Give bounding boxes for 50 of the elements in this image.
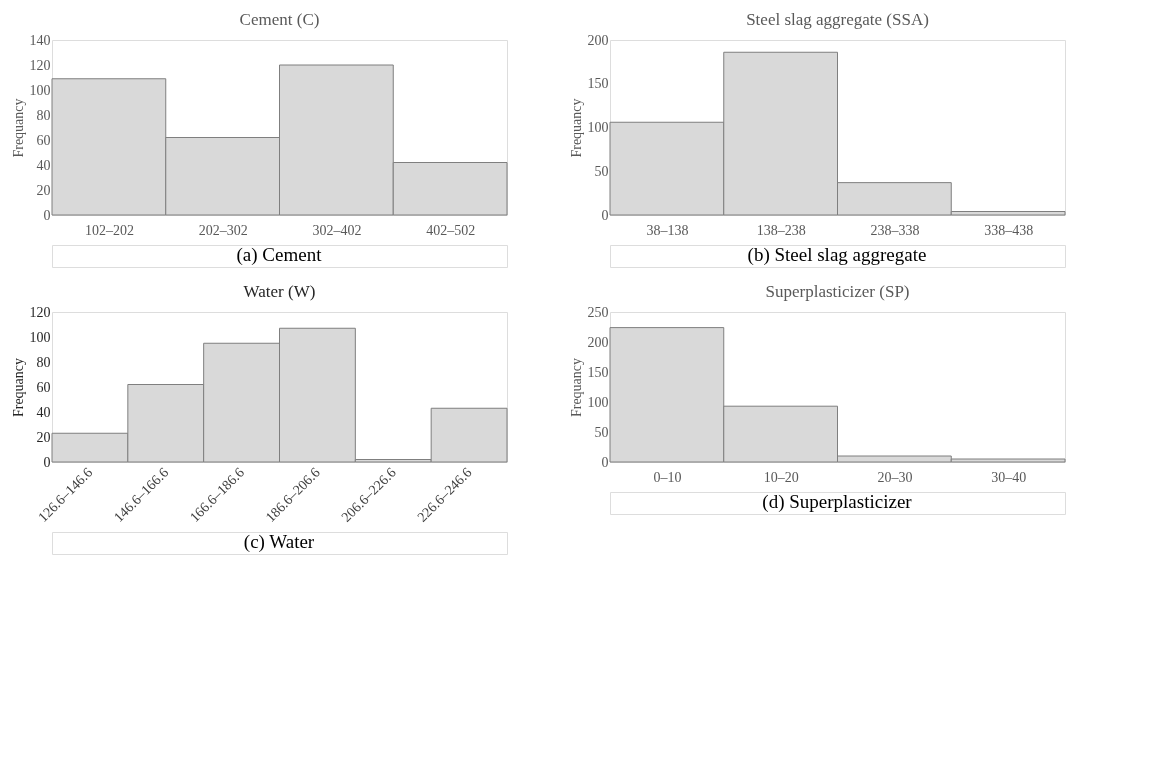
y-tick-label: 40 [36,157,51,173]
y-tick-label: 20 [36,429,51,445]
y-tick-label: 250 [587,304,609,320]
y-tick-label: 60 [36,132,51,148]
x-tick-label: 38–138 [646,222,689,238]
y-tick-label: 80 [36,107,51,123]
text: (a) Cement [236,244,323,266]
y-tick-label: 40 [36,404,51,420]
x-tick-label: 238–338 [870,222,920,238]
y-tick-label: 0 [601,207,609,223]
y-axis-title: Frequancy [10,98,26,158]
x-tick-label: 102–202 [84,222,134,238]
y-tick-label: 60 [36,379,51,395]
y-tick-label: 150 [587,76,609,92]
chart-title: Steel slag aggregate (SSA) [746,10,929,29]
x-tick-label: 402–502 [426,222,476,238]
y-tick-label: 0 [43,207,51,223]
y-axis-title: Frequancy [568,357,584,418]
y-tick-label: 50 [594,424,609,440]
x-tick-label: 10–20 [763,469,799,485]
text: (b) Steel slag aggregate [747,244,927,266]
x-tick-label: 202–302 [198,222,248,238]
y-tick-label: 120 [29,304,51,320]
x-tick-label: 0–10 [653,469,682,485]
x-tick-label: 302–402 [312,222,362,238]
text: (c) Water [243,531,315,553]
y-axis-title: Frequancy [10,357,26,418]
y-tick-label: 50 [594,163,609,179]
y-axis-title: Frequancy [568,98,584,158]
x-tick-label: 30–40 [991,469,1027,485]
x-tick-label: 20–30 [877,469,913,485]
y-tick-label: 200 [587,32,609,48]
y-tick-label: 150 [587,364,609,380]
chart-title: Cement (C) [239,10,320,29]
chart-title: Superplasticizer (SP) [765,282,910,301]
y-tick-label: 100 [587,120,609,135]
x-tick-label: 338–438 [984,222,1034,238]
y-tick-label: 200 [587,334,609,350]
y-tick-label: 120 [29,57,51,73]
y-tick-label: 0 [601,454,609,470]
y-tick-label: 100 [587,394,609,410]
chart-title: Water (W) [243,282,316,301]
text: (d) Superplasticizer [762,491,913,513]
y-tick-label: 100 [29,329,51,345]
y-tick-label: 0 [43,454,51,470]
x-tick-label: 138–238 [756,222,806,238]
y-tick-label: 100 [29,82,51,98]
y-tick-label: 20 [36,182,51,198]
y-tick-label: 80 [36,354,51,370]
y-tick-label: 140 [29,32,51,48]
